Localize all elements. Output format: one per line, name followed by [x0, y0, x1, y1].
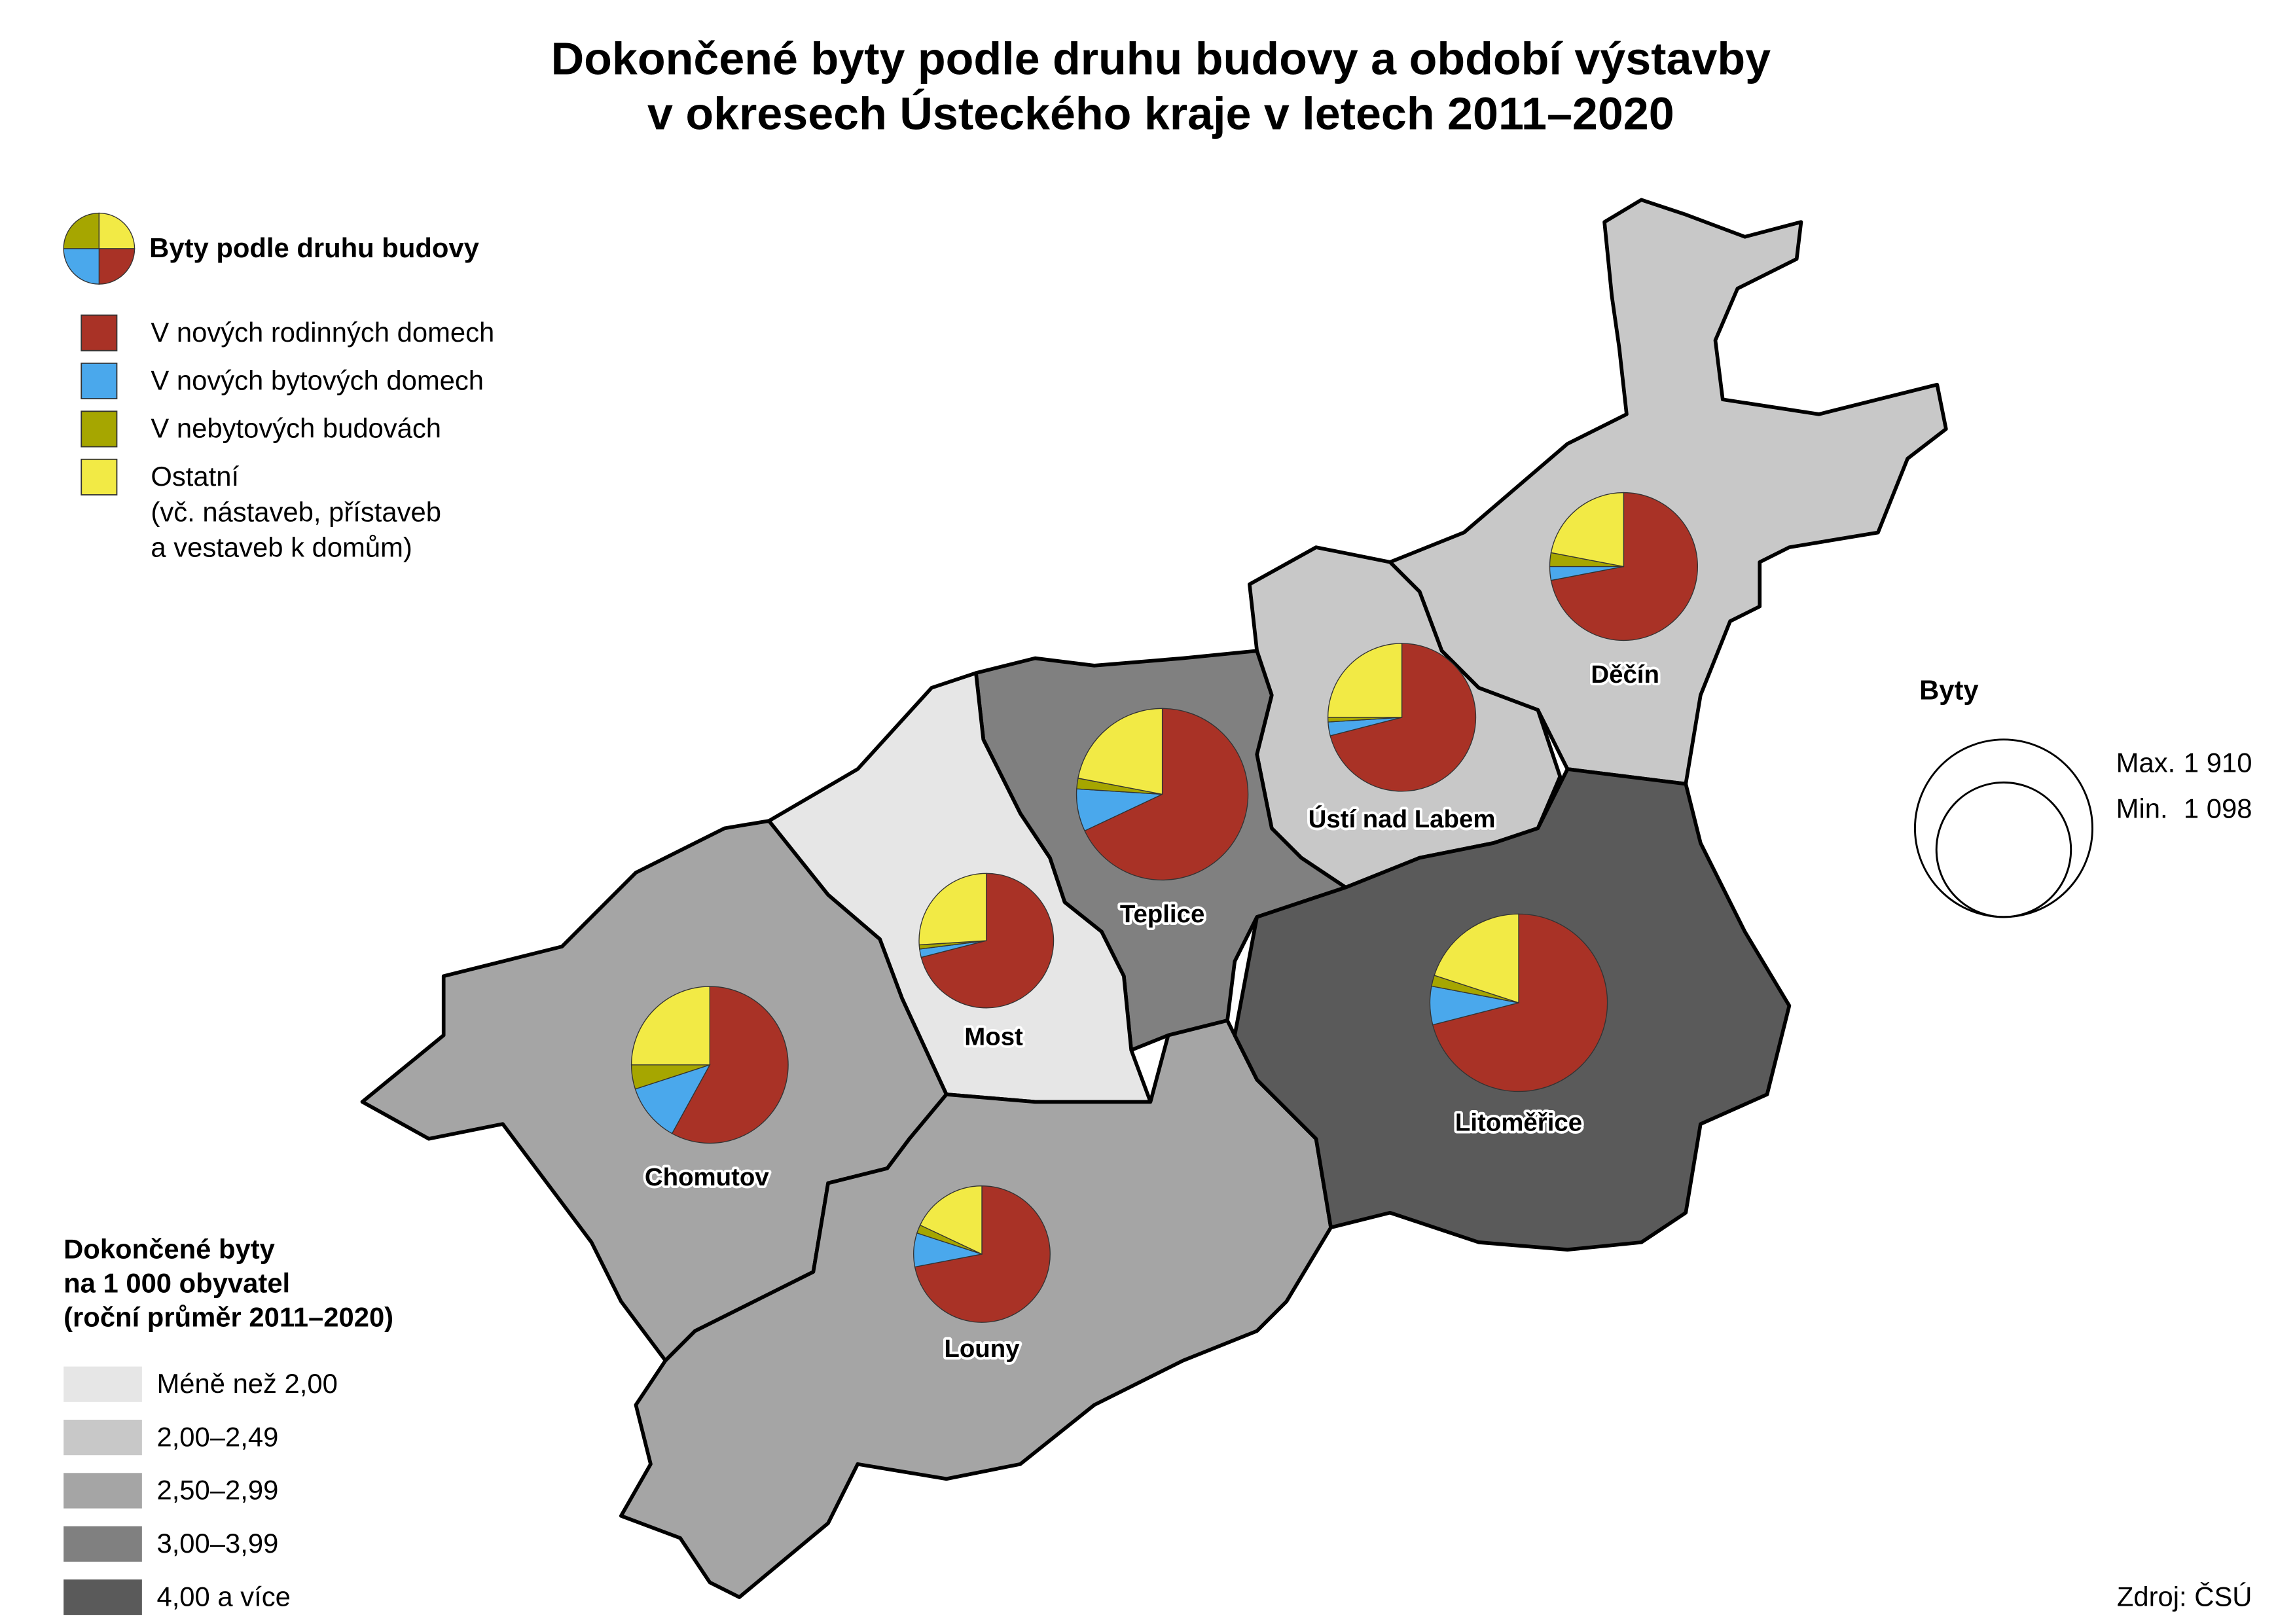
choropleth-title: Dokončené byty — [63, 1233, 275, 1264]
pie-slice — [1327, 643, 1403, 718]
size-legend-circle — [1935, 781, 2072, 918]
pie-slice — [914, 1185, 1051, 1323]
pie-slice — [918, 873, 987, 946]
size-legend-label: Max. — [2116, 747, 2176, 778]
pie-slice — [671, 986, 789, 1144]
legend-swatch — [81, 314, 118, 352]
choropleth-label: 3,00–3,99 — [156, 1528, 278, 1559]
legend-swatch — [81, 362, 118, 400]
pie-slice — [1432, 913, 1608, 1092]
district-label: Louny — [944, 1335, 1020, 1363]
legend-label: V nových rodinných domech — [151, 317, 494, 348]
legend-note: a vestaveb k domům) — [151, 532, 412, 563]
legend-note: (vč. nástaveb, přístaveb — [151, 496, 441, 527]
choropleth-title: (roční průměr 2011–2020) — [63, 1301, 393, 1332]
legend-symbol — [63, 212, 100, 249]
choropleth-title: na 1 000 obyvatel — [63, 1267, 290, 1298]
size-legend-label: Min. — [2116, 793, 2168, 823]
pie-slice — [1550, 492, 1625, 568]
choropleth-swatch — [63, 1473, 142, 1509]
district — [1388, 198, 1948, 786]
choropleth-label: Méně než 2,00 — [156, 1368, 337, 1399]
choropleth-swatch — [63, 1526, 142, 1562]
legend-label: Ostatní — [151, 461, 239, 492]
district-label: Teplice — [1120, 900, 1204, 928]
pie-slice — [630, 986, 711, 1066]
title: v okresech Ústeckého kraje v letech 2011… — [647, 88, 1674, 139]
legend-title: Byty podle druhu budovy — [149, 232, 479, 263]
district-label: Chomutov — [645, 1163, 769, 1191]
legend: Byty podle druhu budovy V nových rodinnýc… — [63, 212, 2252, 1615]
legend-symbol — [98, 248, 136, 285]
source: Zdroj: ČSÚ — [2117, 1581, 2252, 1612]
pie-slice — [920, 873, 1055, 1009]
district-label: Most — [964, 1022, 1023, 1051]
pie-slice — [919, 1185, 983, 1255]
choropleth-swatch — [63, 1419, 142, 1456]
pies: Děčín Ústí nad Labem Teplice Most Chomutov Lo… — [630, 492, 1699, 1365]
pie-slice — [634, 1064, 711, 1134]
size-legend-value: 1 098 — [2184, 793, 2252, 823]
choropleth-swatch — [63, 1579, 142, 1615]
legend-swatch — [81, 410, 118, 448]
pie-slice — [1434, 913, 1519, 1003]
pie-slice — [1329, 643, 1477, 792]
choropleth-label: 4,00 a více — [156, 1581, 290, 1612]
legend-label: V nebytových budovách — [151, 413, 441, 444]
size-legend-title: Byty — [1919, 675, 1979, 706]
district-label: Děčín — [1591, 660, 1659, 689]
legend-label: V nových bytových domech — [151, 365, 484, 395]
choropleth-swatch — [63, 1366, 142, 1402]
size-legend-value: 1 910 — [2184, 747, 2252, 778]
district-label: Ústí nad Labem — [1309, 804, 1496, 833]
pie-slice — [1084, 708, 1249, 881]
legend-symbol — [98, 212, 136, 249]
legend-symbol — [63, 248, 100, 285]
pie-slice — [1077, 708, 1163, 795]
pie-slice — [1550, 492, 1699, 641]
legend-swatch — [81, 458, 118, 496]
title: Dokončené byty podle druhu budovy a obdo… — [551, 33, 1771, 84]
district-label: Litoměřice — [1455, 1108, 1582, 1136]
choropleth-label: 2,50–2,99 — [156, 1475, 278, 1506]
choropleth-label: 2,00–2,49 — [156, 1421, 278, 1452]
